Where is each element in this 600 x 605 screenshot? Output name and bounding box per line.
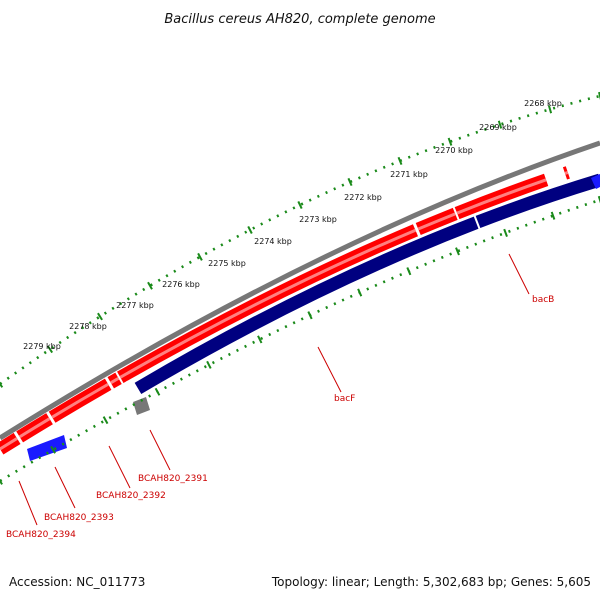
inner-major-tick [257,335,263,344]
inner-major-tick [357,288,363,297]
gene-bacb-tail [591,174,600,189]
leader-bcah820-2393 [54,466,76,509]
ruler-label: 2274 kbp [254,237,292,246]
ruler-label: 2275 kbp [208,259,246,268]
ruler-label: 2268 kbp [524,99,562,108]
inner-major-tick [102,416,109,425]
gene-label-bcah820-2392: BCAH820_2392 [96,491,166,501]
ruler-label: 2276 kbp [162,280,200,289]
ruler-major-tick [547,105,553,114]
inner-major-tick [455,247,460,256]
ruler-major-tick [0,382,4,388]
ruler-major-tick [247,225,253,234]
gene-labels: bacB bacF BCAH820_2391 BCAH820_2392 BCAH… [6,295,554,540]
gene-label-leaders [18,253,530,526]
ruler-major-tick [347,177,353,187]
ruler-label: 2279 kbp [23,342,61,351]
ruler-major-tick [147,281,153,290]
ruler-major-ticks [0,91,600,388]
ruler-major-tick [197,252,203,261]
inner-major-tick [550,211,556,220]
accession-text: Accession: NC_011773 [9,575,145,589]
ruler-major-tick [46,345,54,354]
inner-major-tick [597,195,600,204]
ruler-label: 2273 kbp [299,215,337,224]
gene-label-bacf: bacF [334,394,355,404]
ruler-labels: 2268 kbp 2269 kbp 2270 kbp 2271 kbp 2272… [23,99,562,351]
ruler-major-tick [397,156,403,165]
gene-label-bcah820-2391: BCAH820_2391 [138,474,208,484]
ruler-label: 2271 kbp [390,170,428,179]
map-title: Bacillus cereus AH820, complete genome [164,12,435,27]
ruler-major-tick [447,137,453,146]
ruler-major-tick [297,200,303,210]
ruler-major-tick [497,120,503,129]
inner-major-tick [503,228,508,237]
ruler-label: 2269 kbp [479,123,517,132]
inner-major-tick [0,479,3,485]
leader-bcah820-2391 [149,429,171,471]
gene-label-bacb: bacB [532,295,554,305]
gene-label-bcah820-2393: BCAH820_2393 [44,513,114,523]
leader-bcah820-2392 [108,445,131,489]
ruler-label: 2270 kbp [435,146,473,155]
leader-bcah820-2394 [18,480,38,526]
inner-major-tick [406,267,412,276]
leader-bacb [508,253,530,295]
inner-major-tick [50,445,56,454]
genome-summary-text: Topology: linear; Length: 5,302,683 bp; … [271,575,591,589]
inner-major-ticks [0,195,600,485]
ruler-label: 2272 kbp [344,193,382,202]
gene-label-bcah820-2394: BCAH820_2394 [6,530,76,540]
inner-dotted-track [0,198,600,483]
inner-major-tick [206,360,212,369]
reverse-strand-genes [20,174,600,462]
inner-major-tick [154,387,161,396]
ruler-label: 2278 kbp [69,322,107,331]
gene-bcah820-2393-block [27,435,67,461]
ruler-label: 2277 kbp [116,301,154,310]
ruler-dotted-track [0,94,600,386]
inner-major-tick [307,311,313,320]
leader-bacf [317,346,342,393]
ruler-major-tick [97,312,103,321]
ruler-major-tick [598,91,600,101]
gene-bcah820-2391-block [133,397,150,415]
